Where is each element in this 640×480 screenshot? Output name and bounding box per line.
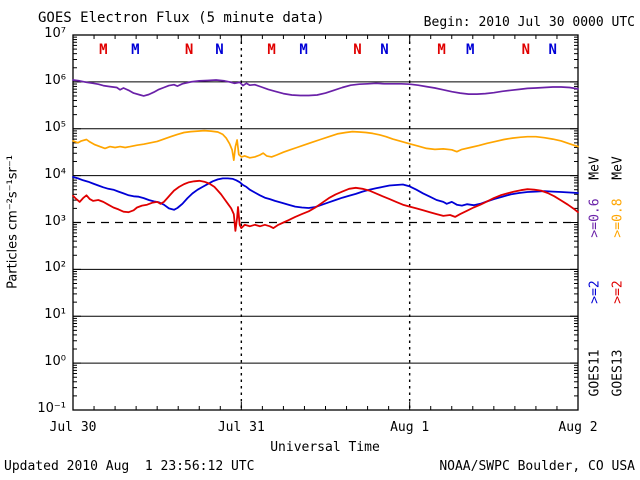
legend-energy-goes13-low: >=0.8 xyxy=(610,198,626,238)
legend-energy-goes11-low: >=0.6 xyxy=(587,198,603,238)
marker-m: M xyxy=(437,42,445,58)
y-tick-label: 10⁷ xyxy=(44,26,66,41)
begin-timestamp: Begin: 2010 Jul 30 0000 UTC xyxy=(423,15,635,30)
y-tick-label: 10⁴ xyxy=(44,166,66,182)
series-goes13-0-8-mev xyxy=(72,129,579,162)
marker-m: M xyxy=(299,42,307,58)
marker-m: M xyxy=(267,42,275,58)
legend-energy-goes11-high: >=2 xyxy=(587,280,603,304)
plot-border xyxy=(72,34,579,411)
legend-satellite-goes11: GOES11 xyxy=(587,349,603,397)
y-tick-label: 10⁰ xyxy=(44,354,66,370)
legend-unit-goes11: MeV xyxy=(587,156,603,180)
series-goes11-0-6-mev xyxy=(72,79,579,97)
updated-timestamp: Updated 2010 Aug 1 23:56:12 UTC xyxy=(4,459,255,474)
y-tick-label: 10² xyxy=(44,260,66,276)
y-tick-label: 10⁵ xyxy=(44,119,66,135)
marker-n: N xyxy=(549,42,557,58)
marker-n: N xyxy=(522,42,530,58)
legend-satellite-goes13: GOES13 xyxy=(610,349,626,397)
series-goes11-2-mev xyxy=(72,176,579,211)
legend-energy-goes13-high: >=2 xyxy=(610,280,626,304)
marker-m: M xyxy=(466,42,474,58)
y-tick-label: 10⁶ xyxy=(44,72,66,88)
y-tick-label: 10⁻¹ xyxy=(37,401,66,416)
marker-n: N xyxy=(215,42,223,58)
source-attribution: NOAA/SWPC Boulder, CO USA xyxy=(439,459,635,474)
x-tick-label: Jul 30 xyxy=(49,420,97,435)
x-axis-title: Universal Time xyxy=(270,440,380,455)
marker-m: M xyxy=(131,42,139,58)
marker-n: N xyxy=(185,42,193,58)
x-tick-label: Aug 1 xyxy=(390,420,430,435)
marker-m: M xyxy=(99,42,107,58)
y-tick-label: 10¹ xyxy=(44,307,66,323)
series-goes13-2-mev xyxy=(72,179,579,232)
marker-n: N xyxy=(353,42,361,58)
marker-n: N xyxy=(380,42,388,58)
legend-unit-goes13: MeV xyxy=(610,156,626,180)
y-axis-title: Particles cm⁻²s⁻¹sr⁻¹ xyxy=(5,155,21,289)
x-tick-label: Jul 31 xyxy=(217,420,265,435)
page-title: GOES Electron Flux (5 minute data) xyxy=(38,10,325,26)
y-tick-label: 10³ xyxy=(44,213,66,229)
x-tick-label: Aug 2 xyxy=(558,420,598,435)
